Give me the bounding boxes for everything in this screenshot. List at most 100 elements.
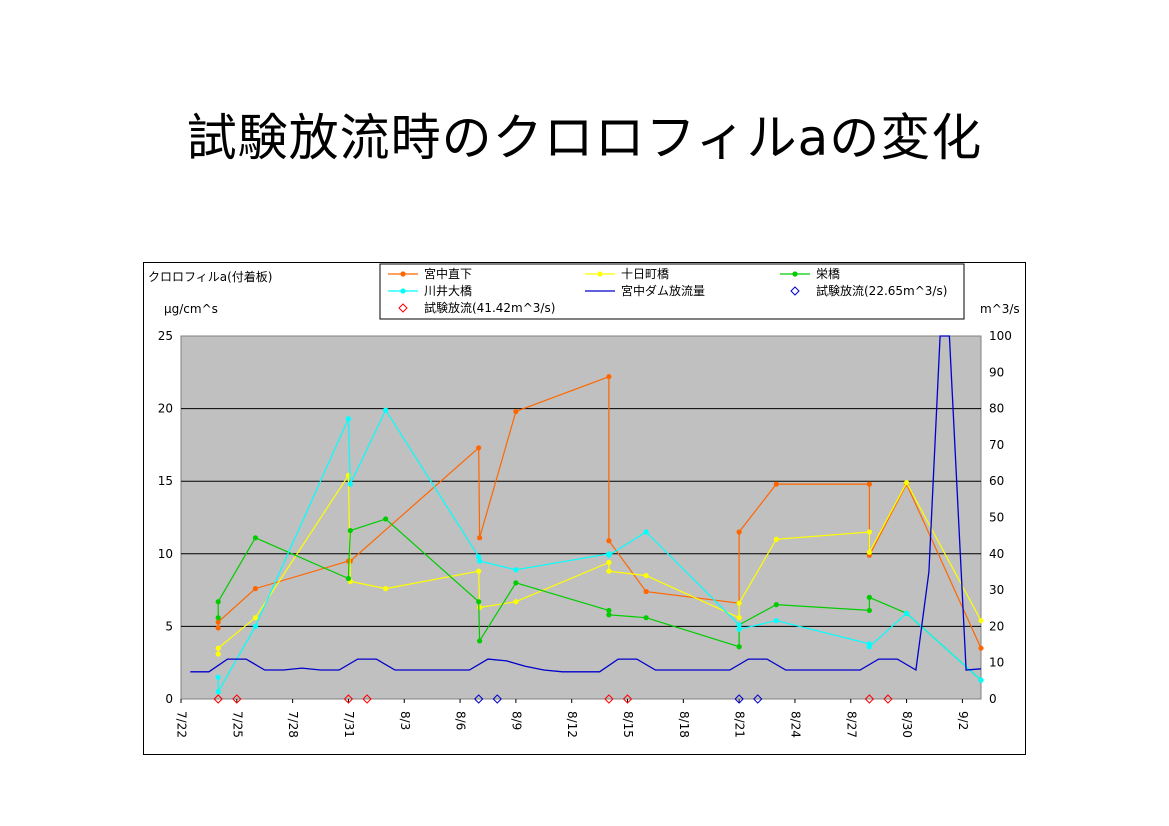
series-point xyxy=(513,599,519,605)
x-tick-label: 7/22 xyxy=(175,711,189,738)
legend-label: 十日町橋 xyxy=(621,267,669,281)
x-tick-label: 8/24 xyxy=(788,711,802,738)
series-point xyxy=(903,610,910,616)
series-point xyxy=(347,527,353,534)
series-point xyxy=(383,586,389,592)
series-point xyxy=(215,599,221,605)
y-right-axis-label: m^3/s xyxy=(980,302,1020,316)
series-point xyxy=(476,599,482,605)
series-point xyxy=(606,374,612,380)
series-point xyxy=(606,538,612,544)
series-point xyxy=(215,615,221,621)
series-point xyxy=(736,622,742,628)
slide-title: 試験放流時のクロロフィルaの変化 xyxy=(186,109,983,167)
release-marker xyxy=(864,694,875,704)
series-point xyxy=(252,586,259,592)
release-marker xyxy=(473,694,484,704)
series-point xyxy=(736,600,742,606)
y-right-tick-label: 70 xyxy=(989,438,1004,452)
x-tick-label: 8/6 xyxy=(454,711,468,730)
series-point xyxy=(606,568,612,574)
chart-container: 0 5 10 15 20 25 0 10 20 30 40 50 60 70 80 90 100 7/22 7/25… xyxy=(143,262,1026,755)
series-point xyxy=(345,575,352,582)
legend-swatch-dot xyxy=(400,288,406,294)
y-right-tick-label: 100 xyxy=(989,329,1012,343)
legend-label: 栄橋 xyxy=(816,267,840,281)
y-right-tick-label: 40 xyxy=(989,547,1004,561)
series-point xyxy=(252,615,259,621)
series-point xyxy=(866,549,872,555)
series-point xyxy=(866,529,872,535)
y-right-tick-label: 90 xyxy=(989,365,1004,379)
x-tick-label: 7/28 xyxy=(286,711,300,738)
series-point xyxy=(643,615,649,621)
release-marker xyxy=(734,694,744,704)
series-point xyxy=(477,558,483,564)
x-tick-label: 8/30 xyxy=(900,711,914,738)
series-point xyxy=(736,644,742,650)
series-point xyxy=(606,559,612,566)
y-right-tick-label: 80 xyxy=(989,402,1004,416)
series-point xyxy=(252,623,259,629)
release-marker xyxy=(213,694,223,704)
legend-swatch-dot xyxy=(792,271,798,277)
series-point xyxy=(513,580,519,586)
y-left-tick-label: 5 xyxy=(165,619,173,633)
series-point xyxy=(383,407,389,413)
series-point xyxy=(773,617,779,624)
series-point xyxy=(978,617,984,624)
series-line-discharge xyxy=(190,335,981,673)
legend-label: 宮中直下 xyxy=(424,266,472,281)
series-point xyxy=(513,408,519,415)
chart-svg: 0 5 10 15 20 25 0 10 20 30 40 50 60 70 80 90 100 7/22 7/25… xyxy=(148,263,1020,738)
y-right-tick-label: 60 xyxy=(989,474,1004,488)
release-marker xyxy=(232,694,242,704)
series-point xyxy=(643,529,649,535)
series-point xyxy=(773,481,779,487)
x-tick-label: 8/3 xyxy=(398,711,412,730)
legend-swatch-dot xyxy=(597,271,603,277)
legend-box xyxy=(379,263,965,320)
y-right-tick-label: 0 xyxy=(989,692,997,706)
series-point xyxy=(215,645,221,651)
x-tick-label: 7/31 xyxy=(342,711,356,738)
release-marker xyxy=(883,694,893,704)
legend-label: 川井大橋 xyxy=(424,284,472,298)
legend-swatch-dot xyxy=(400,271,406,277)
series-point xyxy=(215,674,221,680)
release-marker xyxy=(753,694,763,704)
series-point xyxy=(606,552,612,558)
plot-area xyxy=(180,335,982,700)
series-point xyxy=(347,481,353,487)
legend-label: 試験放流(41.42m^3/s) xyxy=(424,300,555,315)
series-point xyxy=(215,689,221,695)
legend-label: 宮中ダム放流量 xyxy=(621,283,705,298)
y-right-tick-label: 50 xyxy=(989,511,1004,525)
y-left-tick-label: 15 xyxy=(158,474,173,488)
series-point xyxy=(643,588,649,595)
y-left-tick-label: 0 xyxy=(165,692,173,706)
x-tick-label: 8/27 xyxy=(844,711,858,738)
x-tick-label: 8/18 xyxy=(677,711,691,738)
series-point xyxy=(477,535,483,541)
y-left-axis-label: μg/cm^s xyxy=(164,302,218,316)
series-point xyxy=(978,677,984,683)
series-point xyxy=(513,567,519,573)
series-point xyxy=(477,604,483,611)
x-tick-label: 7/25 xyxy=(230,711,244,738)
y-left-tick-label: 20 xyxy=(158,402,173,416)
y-right-tick-label: 30 xyxy=(989,583,1004,597)
series-point xyxy=(606,607,612,614)
legend-swatch xyxy=(398,303,408,313)
series-point xyxy=(866,644,872,650)
x-tick-label: 8/21 xyxy=(733,711,747,738)
series-point xyxy=(252,535,259,541)
release-marker xyxy=(492,694,502,704)
series-point xyxy=(477,638,483,644)
series-point xyxy=(476,568,482,574)
series-point xyxy=(383,516,389,522)
y-right-tick-label: 20 xyxy=(989,619,1004,633)
series-point xyxy=(903,480,910,486)
series-point xyxy=(866,607,872,614)
release-marker xyxy=(622,694,633,704)
